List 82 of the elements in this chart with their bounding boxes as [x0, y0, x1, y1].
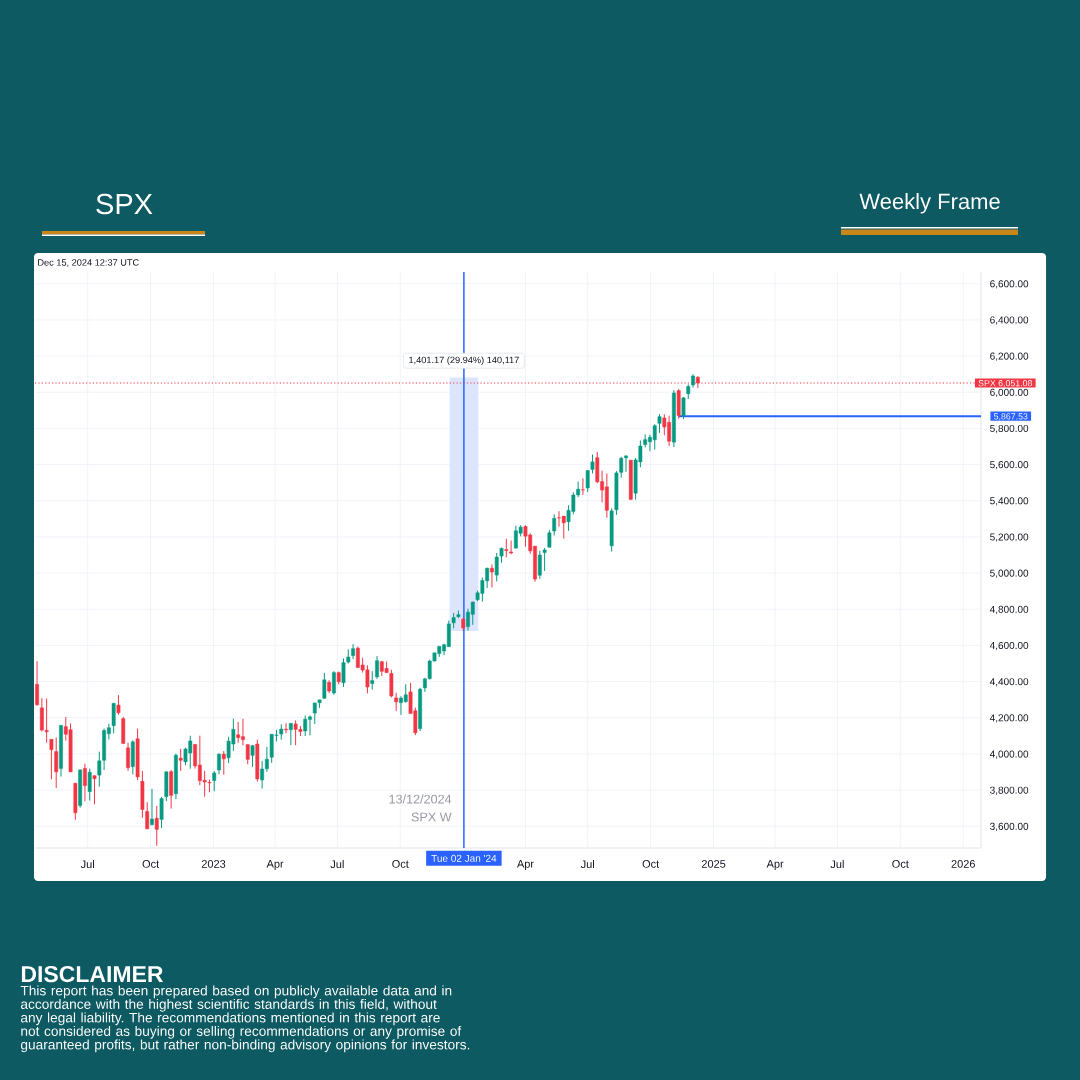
- x-tick-label: Oct: [642, 860, 660, 868]
- candlestick: [322, 672, 327, 700]
- candlestick: [652, 423, 657, 451]
- candlestick: [590, 453, 595, 474]
- y-tick-label: 5,400.00: [990, 497, 1029, 506]
- candlestick: [116, 694, 121, 716]
- candlestick: [332, 670, 336, 696]
- y-tick-label: 5,600.00: [990, 461, 1029, 470]
- candlestick: [49, 738, 54, 780]
- candlestick: [657, 413, 662, 434]
- x-tick-label: Apr: [266, 860, 284, 870]
- text: This report has been prepared based on publicly available data and in accordance with the highest scientific standards in this field, without any legal liability. The recommendations mentioned in this report are not considered as buying or selling recommendations or any promise of guaranteed profits, but rather non-binding advisory opinions for investors.: [20, 985, 470, 1053]
- y-tick-label: 5,000.00: [990, 569, 1029, 578]
- candlestick: [169, 769, 174, 810]
- candlestick: [394, 692, 399, 712]
- candlestick: [150, 788, 154, 827]
- candlestick: [561, 515, 566, 540]
- y-tick-label: 4,800.00: [989, 605, 1029, 615]
- chart-title: SPX: [96, 193, 153, 215]
- x-tick-label: 2026: [951, 860, 975, 868]
- candlestick: [145, 801, 150, 830]
- x-tick-label: Oct: [392, 860, 409, 868]
- y-tick-label: 4,200.00: [989, 714, 1029, 723]
- candlestick: [581, 477, 585, 496]
- series-label: 5,867.53: [993, 413, 1028, 421]
- candlestick: [446, 619, 451, 648]
- annotation: SPX W: [411, 812, 452, 822]
- y-tick-label: 3,600.00: [990, 822, 1029, 832]
- candlestick: [681, 396, 686, 420]
- x-tick-label: Apr: [516, 860, 534, 870]
- candlestick: [236, 721, 241, 744]
- candlestick: [542, 547, 547, 572]
- candlestick: [159, 796, 164, 829]
- candlestick: [389, 669, 394, 698]
- candlestick: [54, 736, 59, 789]
- candlestick: [221, 750, 226, 776]
- x-tick-label: 2023: [201, 860, 226, 868]
- x-tick-label: 2025: [701, 860, 726, 868]
- x-tick-label: Jul: [830, 860, 844, 869]
- x-tick-label: Jul: [330, 860, 344, 869]
- x-tick-label: Jul: [580, 860, 595, 869]
- candlestick: [303, 714, 308, 737]
- candlestick: [375, 655, 379, 680]
- candlestick: [250, 744, 255, 768]
- candlestick: [154, 805, 159, 847]
- candlestick: [284, 722, 288, 734]
- chart-subtitle: Weekly Frame: [859, 193, 1000, 214]
- candlestick: [585, 469, 590, 493]
- candlestick: [212, 770, 217, 792]
- y-tick-label: 4,000.00: [989, 750, 1029, 759]
- text: Dec 15, 2024 12:37 UTC: [38, 259, 139, 267]
- candlestick: [35, 660, 39, 707]
- candlestick: [83, 763, 87, 802]
- candlestick: [537, 550, 542, 580]
- candlestick: [92, 775, 97, 805]
- y-tick-label: 3,800.00: [990, 786, 1029, 795]
- ref-line-label: Tue 02 Jan '24: [431, 854, 497, 862]
- ref-line-label: SPX 6,051.08: [978, 380, 1033, 388]
- x-tick-label: Apr: [766, 860, 784, 870]
- candlestick: [490, 563, 494, 589]
- candlestick: [370, 670, 375, 691]
- x-tick-label: Oct: [892, 860, 909, 868]
- data-label: 1,401.17 (29.94%) 140,117: [409, 356, 519, 365]
- candlestick: [288, 722, 293, 746]
- y-tick-label: 5,800.00: [990, 424, 1029, 434]
- candlestick: [44, 697, 49, 744]
- candlestick: [552, 513, 557, 536]
- y-tick-label: 4,400.00: [989, 678, 1029, 687]
- text: DISCLAIMER: [21, 965, 164, 983]
- y-tick-label: 6,400.00: [990, 316, 1029, 325]
- candlestick: [178, 748, 183, 772]
- y-tick-label: 6,200.00: [990, 352, 1029, 361]
- candlestick: [87, 768, 92, 802]
- x-tick-label: Jul: [80, 860, 94, 869]
- y-tick-label: 5,200.00: [990, 533, 1029, 542]
- candlestick: [604, 472, 609, 519]
- y-tick-label: 6,600.00: [990, 280, 1029, 289]
- annotation: 13/12/2024: [389, 794, 452, 804]
- y-tick-label: 4,600.00: [989, 641, 1029, 651]
- candlestick: [504, 538, 509, 558]
- x-tick-label: Oct: [142, 860, 160, 868]
- y-tick-label: 6,000.00: [990, 388, 1029, 398]
